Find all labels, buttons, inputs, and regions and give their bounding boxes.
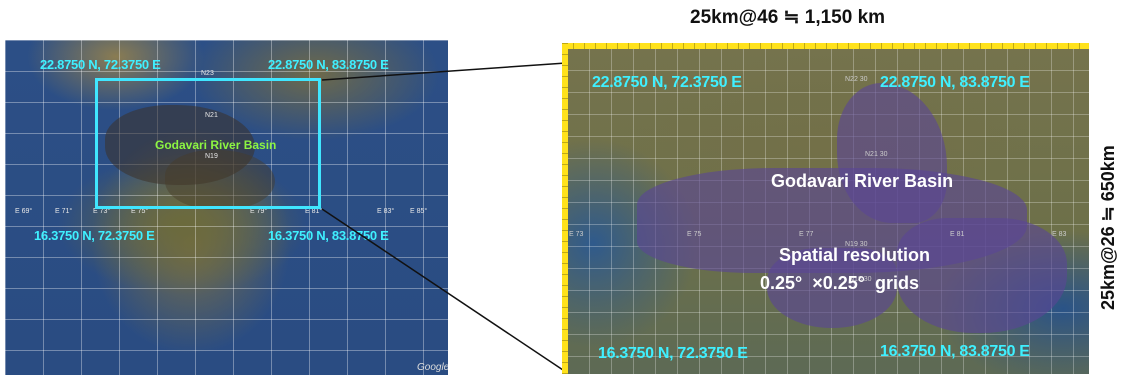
right-corner-top-right: 22.8750 N, 83.8750 E (880, 74, 1030, 92)
lon-tick: E 77 (799, 231, 813, 238)
right-corner-bottom-right: 16.3750 N, 83.8750 E (880, 343, 1030, 361)
lon-tick: E 83 (1052, 231, 1066, 238)
right-corner-top-left: 22.8750 N, 72.3750 E (592, 74, 742, 92)
detail-map[interactable]: N22 30 N21 30 N19 30 N18 30 E 73 E 75 E … (567, 48, 1089, 374)
resolution-title: Spatial resolution (779, 245, 930, 266)
right-basin-label: Godavari River Basin (771, 171, 953, 192)
lon-tick: E 81 (950, 231, 964, 238)
lat-tick: N21 30 (865, 151, 888, 158)
lat-tick: N22 30 (845, 76, 868, 83)
lon-tick: E 75 (687, 231, 701, 238)
basin-polygon-east (897, 218, 1067, 333)
scale-ruler-top (562, 43, 1089, 49)
connector-bottom-line (322, 209, 566, 372)
resolution-value: 0.25° ×0.25° grids (760, 273, 919, 294)
right-corner-bottom-left: 16.3750 N, 72.3750 E (598, 345, 748, 363)
lon-tick: E 73 (569, 231, 583, 238)
scale-ruler-left (562, 43, 568, 374)
connector-top-line (322, 63, 566, 80)
